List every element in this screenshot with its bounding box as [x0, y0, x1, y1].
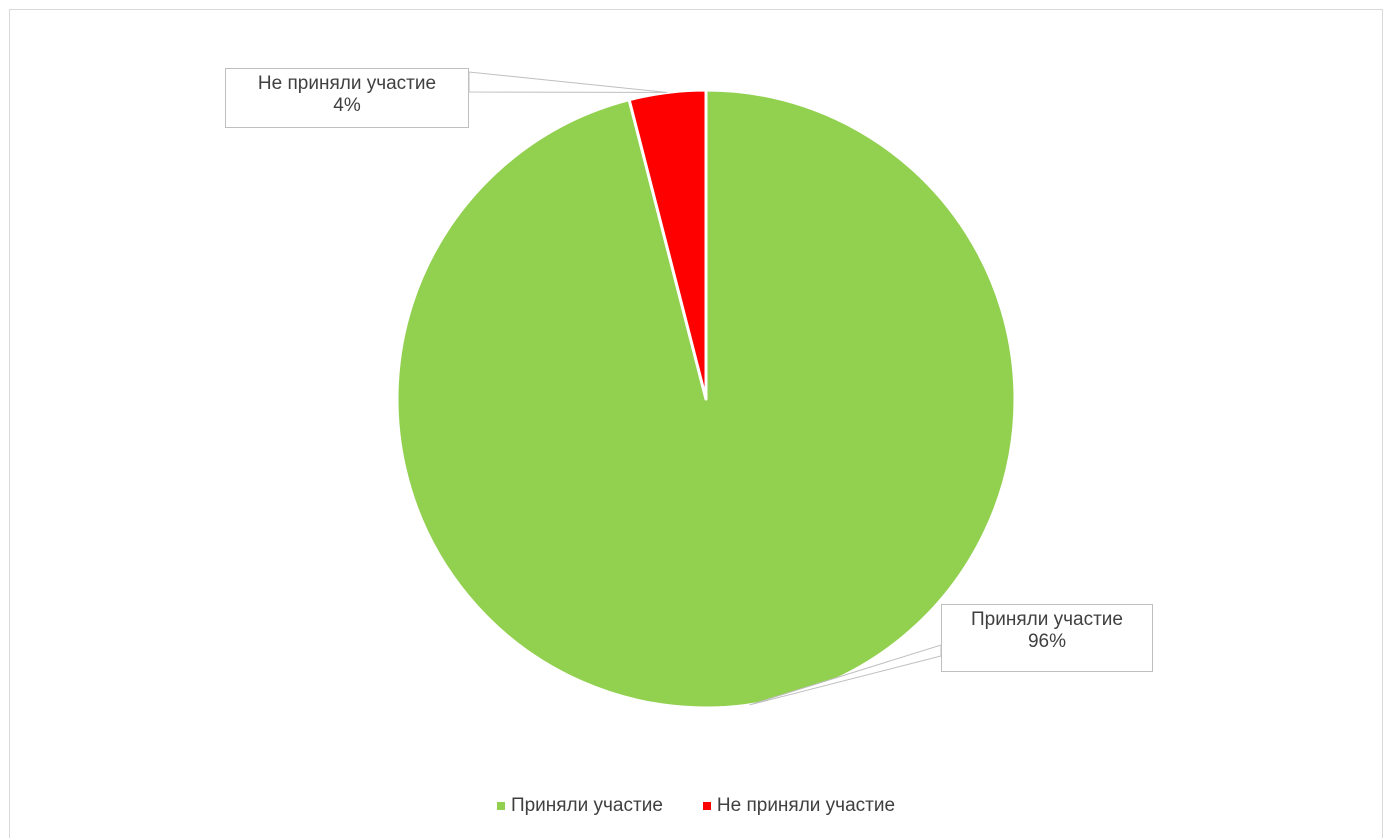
data-label-participated-name: Приняли участие [971, 609, 1123, 630]
legend-item-not-participated: Не приняли участие [702, 795, 896, 817]
legend-label-participated: Приняли участие [510, 795, 663, 816]
data-label-not-participated-name: Не приняли участие [257, 73, 437, 94]
data-label-participated-value: 96% [1027, 631, 1067, 652]
legend-label-not-participated: Не приняли участие [716, 795, 896, 816]
legend: Приняли участие Не приняли участие [0, 795, 1392, 817]
data-label-not-participated: Не приняли участие 4% [225, 68, 469, 128]
data-label-not-participated-value: 4% [333, 95, 361, 116]
legend-swatch-participated [496, 802, 505, 810]
pie-slices [395, 88, 1017, 710]
data-label-participated: Приняли участие 96% [941, 604, 1153, 672]
legend-swatch-not-participated [702, 802, 711, 810]
legend-item-participated: Приняли участие [496, 795, 663, 817]
leader-line-not-participated [468, 71, 668, 93]
